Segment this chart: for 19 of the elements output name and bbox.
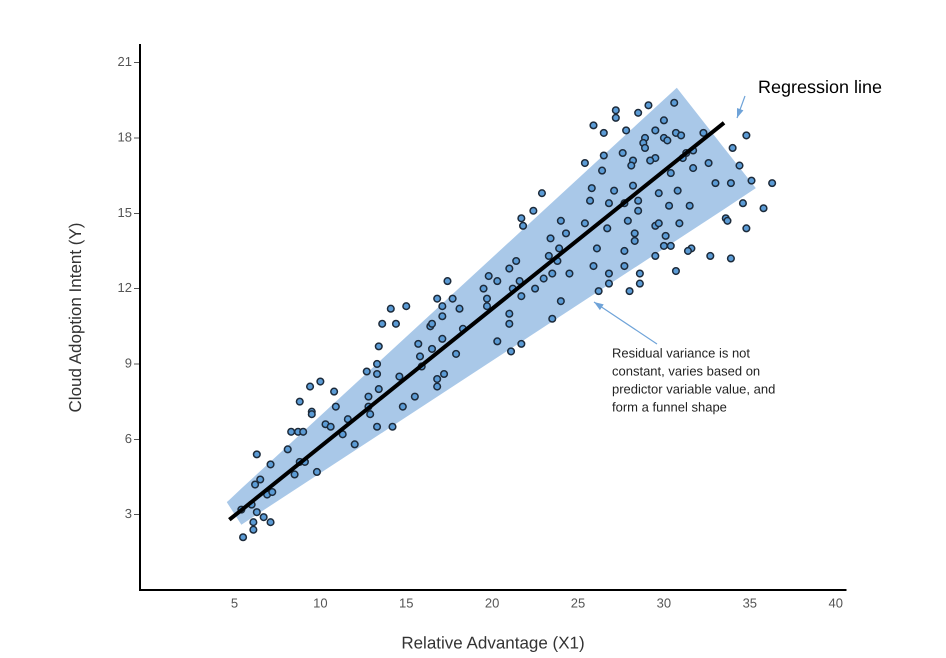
x-tick-label: 30 <box>656 595 672 610</box>
x-tick-label: 40 <box>828 595 843 610</box>
x-tick-label: 15 <box>399 595 414 610</box>
y-tick-label: 18 <box>118 130 132 145</box>
annotation: Regression line <box>758 76 882 97</box>
y-tick-label: 6 <box>124 430 132 446</box>
y-tick-label: 21 <box>118 54 132 70</box>
y-tick-label: 9 <box>124 356 132 371</box>
annotation: Residual variance is not constant, varies based on predictor variable value, and form a funnel shape <box>612 346 776 415</box>
y-tick-label: 12 <box>118 280 132 296</box>
x-tick-label: 20 <box>484 595 500 610</box>
x-tick-label: 25 <box>570 595 586 610</box>
x-axis-title: Relative Advantage (X1) <box>401 633 585 652</box>
x-tick-label: 5 <box>230 595 238 610</box>
y-tick-label: 15 <box>118 204 132 220</box>
x-tick-label: 10 <box>313 595 328 610</box>
y-tick-label: 3 <box>124 506 132 522</box>
y-axis-title: Cloud Adoption Intent (Y) <box>66 222 85 412</box>
x-tick-label: 35 <box>742 595 758 610</box>
